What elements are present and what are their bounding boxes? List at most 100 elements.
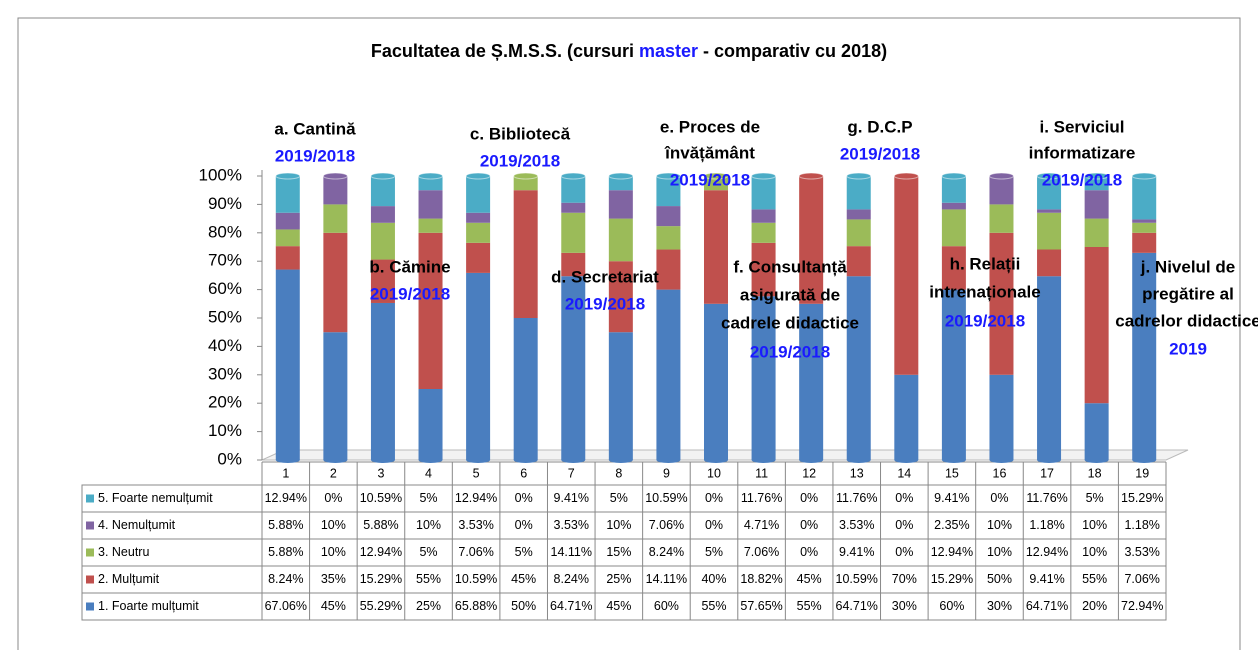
y-tick-label: 60% bbox=[208, 279, 242, 298]
annotation-period: 2019/2018 bbox=[565, 294, 645, 313]
bar-segment bbox=[418, 176, 443, 191]
table-cell: 3.53% bbox=[839, 518, 874, 532]
table-cell: 4.71% bbox=[744, 518, 779, 532]
bar-segment bbox=[513, 190, 538, 318]
table-cell: 15.29% bbox=[931, 572, 973, 586]
annotation: c. Bibliotecă bbox=[470, 124, 571, 143]
table-cell: 64.71% bbox=[550, 599, 592, 613]
annotation: cadrele didactice bbox=[721, 313, 859, 332]
title-part: - comparativ cu 2018) bbox=[698, 41, 887, 61]
table-cell: 11.76% bbox=[836, 491, 877, 505]
table-cell: 3.53% bbox=[458, 518, 493, 532]
bar-segment bbox=[846, 176, 871, 210]
table-cell: 8.24% bbox=[554, 572, 589, 586]
annotation: i. Serviciul bbox=[1039, 117, 1124, 136]
bar-bottom bbox=[846, 457, 871, 463]
y-tick-label: 80% bbox=[208, 222, 242, 241]
table-cell: 11.76% bbox=[1026, 491, 1067, 505]
table-cell: 15.29% bbox=[360, 572, 402, 586]
bar-segment bbox=[704, 190, 728, 304]
bar-segment bbox=[418, 232, 443, 389]
table-cell: 5% bbox=[610, 491, 628, 505]
table-cell: 11.76% bbox=[741, 491, 782, 505]
legend-label: 4. Nemulțumit bbox=[98, 518, 176, 532]
table-cell: 70% bbox=[892, 572, 917, 586]
x-tick-label: 19 bbox=[1135, 466, 1149, 480]
table-cell: 2.35% bbox=[934, 518, 969, 532]
bar-segment bbox=[608, 190, 633, 219]
bar-segment bbox=[561, 252, 586, 277]
bar-segment bbox=[799, 176, 824, 304]
bar-segment bbox=[1037, 212, 1062, 250]
table-cell: 7.06% bbox=[744, 545, 779, 559]
bar-bottom bbox=[941, 457, 966, 463]
bar-segment bbox=[466, 242, 491, 273]
bar-segment bbox=[751, 296, 776, 460]
table-cell: 0% bbox=[705, 518, 723, 532]
annotation-period: 2019/2018 bbox=[840, 144, 920, 163]
bar-segment bbox=[608, 218, 633, 262]
table-cell: 55% bbox=[1082, 572, 1107, 586]
table-cell: 5% bbox=[419, 491, 437, 505]
bar-top bbox=[846, 172, 872, 180]
table-cell: 10.59% bbox=[645, 491, 687, 505]
table-cell: 15.29% bbox=[1121, 491, 1163, 505]
bar-bottom bbox=[1132, 457, 1157, 463]
annotation: f. Consultanță bbox=[733, 257, 847, 276]
table-cell: 5.88% bbox=[363, 518, 398, 532]
y-tick-label: 50% bbox=[208, 307, 242, 326]
bar-top bbox=[703, 172, 729, 180]
table-cell: 9.41% bbox=[1029, 572, 1064, 586]
bar-bottom bbox=[1084, 457, 1109, 463]
x-tick-label: 14 bbox=[897, 466, 911, 480]
bar-segment bbox=[1037, 276, 1062, 460]
table-cell: 7.06% bbox=[1124, 572, 1159, 586]
bar-segment bbox=[1037, 209, 1062, 213]
bar-segment bbox=[894, 176, 919, 375]
bar-segment bbox=[370, 206, 395, 223]
bar-segment bbox=[1132, 176, 1157, 220]
table-cell: 45% bbox=[321, 599, 346, 613]
x-tick-label: 11 bbox=[755, 466, 768, 480]
x-tick-label: 17 bbox=[1040, 466, 1054, 480]
bar-segment bbox=[608, 176, 633, 191]
bar-top bbox=[513, 172, 539, 180]
table-cell: 25% bbox=[416, 599, 441, 613]
bar-segment bbox=[751, 222, 776, 243]
table-cell: 10% bbox=[987, 545, 1012, 559]
y-tick-label: 30% bbox=[208, 364, 242, 383]
table-cell: 5% bbox=[705, 545, 723, 559]
bar-segment bbox=[561, 276, 586, 460]
annotation: b. Cămine bbox=[369, 257, 450, 276]
bar-segment bbox=[846, 219, 871, 247]
table-cell: 5% bbox=[515, 545, 533, 559]
table-cell: 7.06% bbox=[649, 518, 684, 532]
annotation-period: 2019/2018 bbox=[370, 284, 450, 303]
bar-segment bbox=[323, 204, 348, 233]
bar-segment bbox=[275, 229, 300, 247]
bar-segment bbox=[370, 222, 395, 260]
x-tick-label: 8 bbox=[615, 466, 622, 480]
bar-segment bbox=[1084, 247, 1109, 404]
table-cell: 3.53% bbox=[554, 518, 589, 532]
chart-title: Facultatea de Ș.M.S.S. (cursuri master -… bbox=[371, 41, 887, 61]
bar-top bbox=[798, 172, 824, 180]
bar-segment bbox=[418, 218, 443, 233]
annotation: învățământ bbox=[664, 143, 755, 162]
table-cell: 10.59% bbox=[455, 572, 497, 586]
table-cell: 10% bbox=[987, 518, 1012, 532]
y-tick-label: 0% bbox=[217, 449, 242, 468]
table-cell: 0% bbox=[990, 491, 1008, 505]
bar-segment bbox=[656, 206, 681, 227]
bar-segment bbox=[561, 212, 586, 253]
bar-segment bbox=[1132, 232, 1157, 253]
bar-top bbox=[988, 172, 1014, 180]
table-cell: 14.11% bbox=[551, 545, 592, 559]
x-tick-label: 18 bbox=[1088, 466, 1102, 480]
table-cell: 10% bbox=[606, 518, 631, 532]
table-cell: 10% bbox=[321, 518, 346, 532]
bar-bottom bbox=[561, 457, 586, 463]
bar-segment bbox=[1084, 218, 1109, 247]
table-cell: 67.06% bbox=[265, 599, 307, 613]
table-cell: 12.94% bbox=[360, 545, 402, 559]
